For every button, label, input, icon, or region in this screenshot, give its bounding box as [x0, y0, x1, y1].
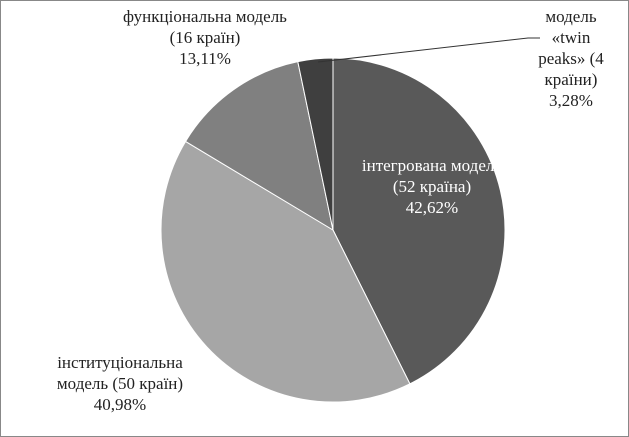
slice-label: інституціональна модель (50 країн) 40,98% [30, 352, 210, 415]
value-label: 40,98% [93, 395, 147, 414]
category-label: інтегрована модель (52 країна) [361, 156, 503, 196]
value-label: 42,62% [405, 198, 459, 217]
pie-slice [332, 57, 506, 385]
value-label: 3,28% [549, 91, 593, 110]
pie-slice [184, 61, 334, 232]
slice-label: інтегрована модель (52 країна) 42,62% [352, 155, 512, 218]
pie-slice [160, 140, 411, 403]
leader-line [317, 37, 540, 63]
category-label: інституціональна модель (50 країн) [56, 353, 184, 393]
category-label: функціональна модель (16 країн) [123, 7, 287, 47]
category-label: модель «twin peaks» (4 країни) [538, 7, 604, 89]
pie-slice [297, 57, 334, 231]
slice-label: модель «twin peaks» (4 країни) 3,28% [535, 6, 607, 111]
slice-label: функціональна модель (16 країн) 13,11% [115, 6, 295, 69]
value-label: 13,11% [179, 49, 231, 68]
